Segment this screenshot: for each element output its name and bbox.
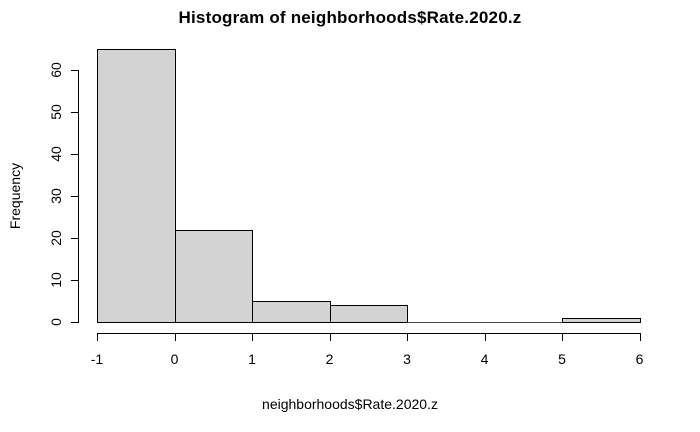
x-tick-mark (174, 334, 176, 341)
histogram-zero-bar (484, 322, 563, 323)
y-tick-label: 0 (48, 318, 64, 326)
histogram-bar (329, 305, 408, 323)
x-axis-line (97, 333, 641, 334)
x-tick-mark (407, 334, 408, 341)
x-tick-label: 2 (325, 351, 334, 367)
y-tick-mark (71, 70, 78, 71)
chart-title: Histogram of neighborhoods$Rate.2020.z (178, 8, 522, 27)
x-tick-label: 1 (248, 351, 256, 367)
y-tick-label: 10 (48, 272, 64, 288)
y-tick-label: 50 (48, 104, 64, 120)
x-tick-mark (252, 334, 253, 341)
histogram-bar (562, 317, 641, 323)
x-tick-label: -1 (90, 351, 104, 367)
y-tick-label: 40 (48, 146, 64, 162)
y-tick-mark (71, 112, 78, 113)
x-tick-label: 3 (403, 351, 411, 367)
histogram-zero-bar (407, 322, 486, 323)
histogram-bar (174, 229, 253, 323)
y-tick-mark (71, 196, 78, 197)
x-tick-mark (484, 334, 486, 341)
y-tick-mark (71, 238, 78, 239)
x-tick-label: 0 (170, 351, 179, 367)
y-tick-mark (71, 154, 78, 155)
x-tick-mark (329, 334, 331, 341)
y-axis-line (78, 70, 79, 323)
x-tick-mark (562, 334, 563, 341)
y-tick-label: 60 (48, 62, 64, 78)
histogram-bar (252, 301, 331, 323)
x-tick-label: 5 (558, 351, 566, 367)
x-tick-label: 4 (480, 351, 489, 367)
y-tick-label: 30 (48, 188, 64, 204)
y-tick-mark (71, 280, 78, 281)
histogram-bar (97, 49, 176, 323)
x-tick-label: 6 (635, 351, 644, 367)
x-tick-mark (97, 334, 98, 341)
x-axis-label: neighborhoods$Rate.2020.z (262, 396, 438, 412)
y-tick-mark (71, 322, 78, 323)
y-tick-label: 20 (48, 230, 64, 246)
x-tick-mark (639, 334, 641, 341)
